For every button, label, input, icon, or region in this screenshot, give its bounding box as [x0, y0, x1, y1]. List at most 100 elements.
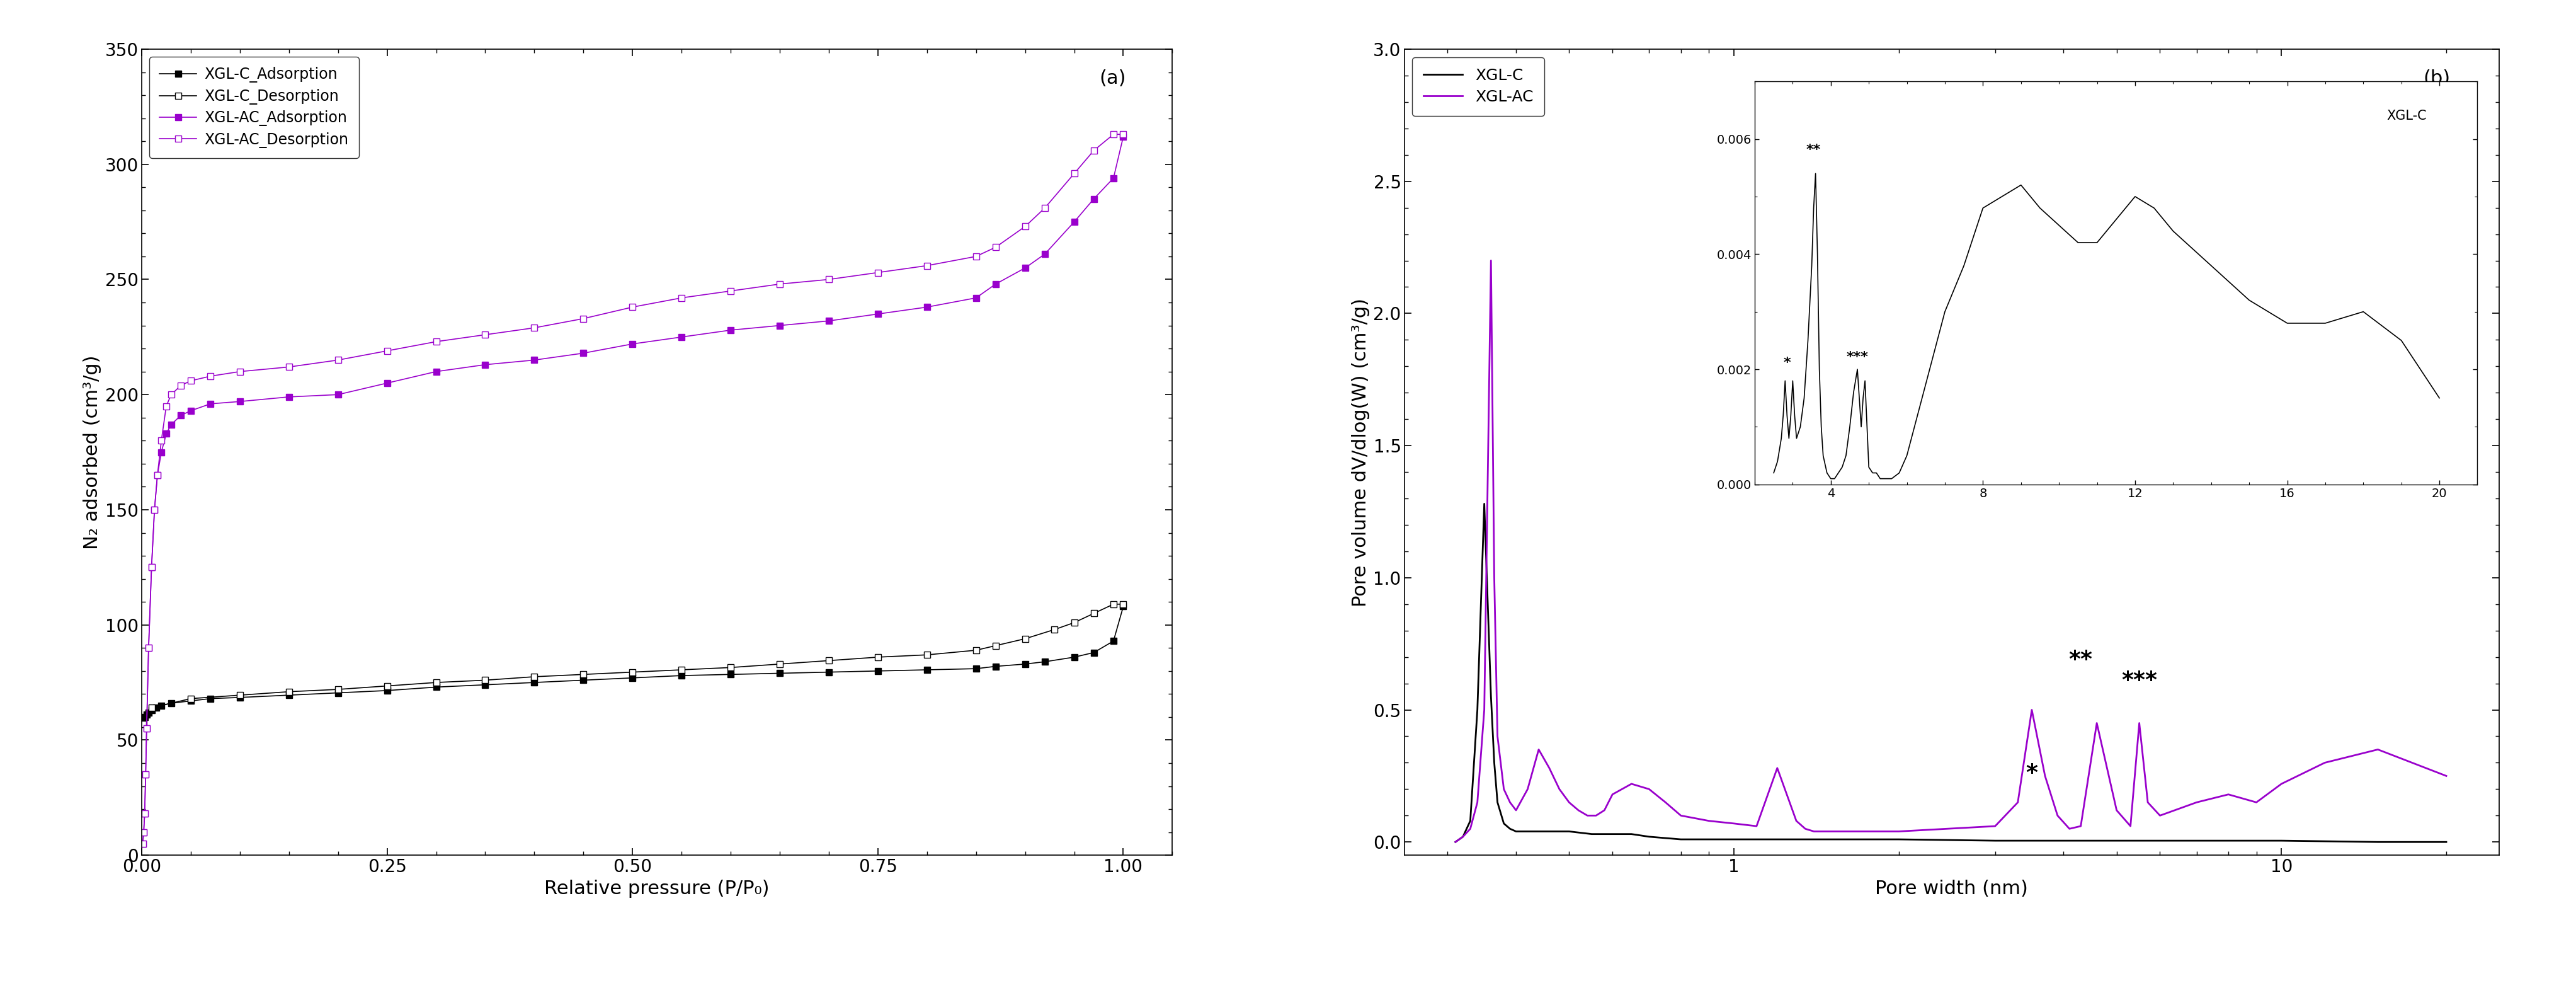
XGL-AC_Adsorption: [131, 723, 162, 734]
XGL-C_Desorption: [814, 655, 845, 666]
XGL-AC_Desorption: [1079, 145, 1110, 156]
XGL-AC_Adsorption: [765, 319, 796, 331]
XGL-C_Desorption: [1010, 633, 1041, 645]
XGL-AC_Adsorption: [863, 308, 894, 319]
XGL-C: [1461, 704, 1492, 716]
XGL-C: [1528, 826, 1558, 838]
XGL-C_Desorption: [1059, 616, 1090, 628]
XGL-C_Adsorption: [912, 664, 943, 675]
XGL-C_Desorption: [1097, 599, 1128, 610]
XGL-AC: [2002, 796, 2032, 808]
XGL-C_Adsorption: [1028, 656, 1059, 667]
XGL-C_Desorption: [667, 664, 698, 675]
XGL-AC_Desorption: [131, 769, 162, 781]
XGL-C_Adsorption: [469, 679, 500, 691]
Line: XGL-AC: XGL-AC: [1455, 260, 2445, 842]
XGL-C_Adsorption: [1097, 635, 1128, 647]
XGL-C: [1633, 831, 1664, 842]
XGL-C_Adsorption: [716, 668, 747, 680]
XGL-C_Adsorption: [131, 709, 162, 721]
XGL-AC: [2081, 718, 2112, 729]
Text: (a): (a): [1100, 69, 1126, 87]
XGL-AC_Adsorption: [134, 642, 165, 654]
XGL-AC_Adsorption: [129, 827, 160, 838]
XGL-AC_Adsorption: [175, 405, 206, 417]
XGL-AC_Adsorption: [139, 504, 170, 516]
XGL-AC_Desorption: [175, 375, 206, 386]
XGL-C: [1615, 828, 1646, 839]
XGL-C_Desorption: [765, 659, 796, 670]
XGL-AC_Desorption: [224, 366, 255, 377]
XGL-C: [1440, 837, 1471, 848]
XGL-AC_Desorption: [371, 345, 402, 357]
XGL-AC_Desorption: [1028, 202, 1059, 214]
XGL-C_Desorption: [175, 693, 206, 705]
XGL-AC_Desorption: [716, 285, 747, 297]
Line: XGL-C_Adsorption: XGL-C_Adsorption: [139, 604, 1126, 727]
XGL-C_Adsorption: [863, 665, 894, 677]
XGL-C: [1978, 835, 2009, 846]
XGL-C_Adsorption: [1059, 652, 1090, 664]
XGL-AC_Desorption: [420, 336, 451, 348]
XGL-C_Adsorption: [129, 716, 160, 727]
XGL-AC_Adsorption: [1108, 131, 1139, 143]
XGL-AC_Adsorption: [165, 410, 196, 422]
XGL-C_Adsorption: [518, 676, 549, 688]
XGL-AC_Adsorption: [716, 324, 747, 336]
XGL-AC_Adsorption: [129, 808, 160, 820]
XGL-AC_Adsorption: [518, 354, 549, 366]
XGL-AC_Desorption: [126, 838, 157, 849]
XGL-C: [2264, 835, 2295, 846]
XGL-C_Adsorption: [567, 674, 598, 686]
XGL-C_Adsorption: [961, 663, 992, 674]
XGL-C: [1448, 831, 1479, 842]
XGL-AC_Desorption: [152, 400, 183, 412]
XGL-C_Desorption: [518, 670, 549, 682]
XGL-C: [1664, 834, 1695, 845]
XGL-C: [1718, 834, 1749, 845]
XGL-C_Desorption: [716, 662, 747, 673]
XGL-C_Desorption: [912, 649, 943, 661]
XGL-AC: [1806, 826, 1837, 838]
Text: **: **: [2069, 649, 2092, 670]
XGL-AC_Adsorption: [224, 395, 255, 407]
XGL-C_Adsorption: [196, 693, 227, 705]
XGL-AC_Adsorption: [142, 469, 173, 481]
XGL-AC_Desorption: [165, 379, 196, 391]
XGL-AC_Adsorption: [322, 388, 353, 400]
XGL-C_Adsorption: [224, 692, 255, 704]
XGL-C: [1512, 826, 1543, 838]
XGL-C_Adsorption: [814, 666, 845, 678]
XGL-AC_Desorption: [616, 301, 647, 313]
XGL-C_Desorption: [961, 644, 992, 656]
XGL-AC_Desorption: [912, 260, 943, 271]
XGL-C: [2362, 837, 2393, 848]
XGL-C: [1489, 818, 1520, 830]
XGL-AC: [1448, 831, 1479, 842]
XGL-C_Desorption: [126, 718, 157, 729]
XGL-C_Adsorption: [420, 681, 451, 693]
XGL-C: [1553, 826, 1584, 838]
XGL-C: [2213, 835, 2244, 846]
XGL-AC: [1615, 778, 1646, 789]
XGL-C: [1692, 834, 1723, 845]
XGL-C: [1494, 823, 1525, 835]
XGL-C_Desorption: [1108, 599, 1139, 610]
XGL-C_Adsorption: [667, 669, 698, 681]
Y-axis label: N₂ adsorbed (cm³/g): N₂ adsorbed (cm³/g): [82, 355, 100, 549]
XGL-C_Desorption: [322, 683, 353, 695]
XGL-C_Desorption: [616, 666, 647, 678]
XGL-AC_Desorption: [667, 292, 698, 304]
Text: *: *: [2025, 763, 2038, 783]
XGL-C_Desorption: [567, 668, 598, 680]
XGL-AC_Desorption: [863, 266, 894, 278]
XGL-C_Adsorption: [765, 667, 796, 679]
XGL-C: [1468, 497, 1499, 509]
XGL-AC_Adsorption: [979, 278, 1010, 290]
XGL-AC_Desorption: [814, 273, 845, 285]
XGL-AC_Desorption: [147, 434, 178, 446]
XGL-AC_Adsorption: [420, 366, 451, 377]
XGL-C: [1481, 796, 1512, 808]
XGL-C_Desorption: [863, 652, 894, 664]
XGL-C_Desorption: [420, 676, 451, 688]
